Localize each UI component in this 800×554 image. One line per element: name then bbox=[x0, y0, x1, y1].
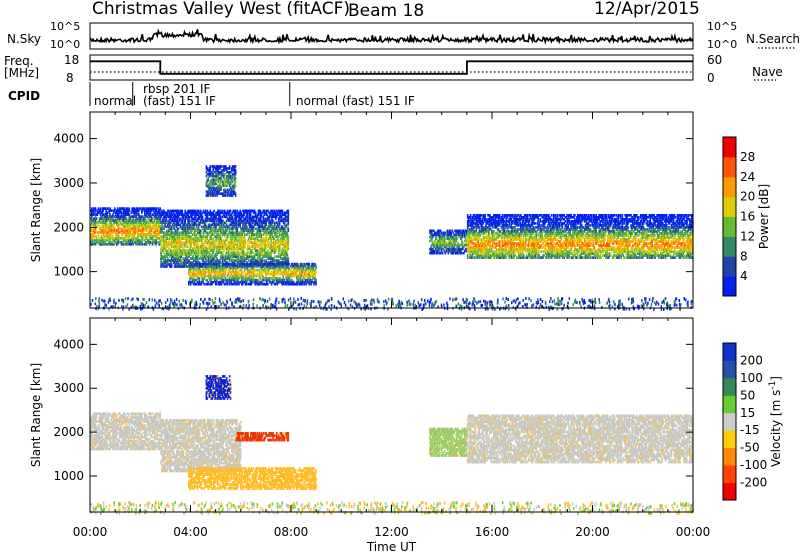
velocity-heatmap bbox=[90, 318, 694, 515]
velocity-colorbar-tick-label: -200 bbox=[740, 476, 767, 490]
power-colorbar-tick-label: 28 bbox=[740, 150, 755, 164]
velocity-colorbar-tick-label: 200 bbox=[740, 353, 763, 367]
power-colorbar-tick-label: 20 bbox=[740, 190, 755, 204]
velocity-colorbar-tick-label: -15 bbox=[740, 423, 760, 437]
power-colorbar-bin bbox=[723, 236, 736, 257]
velocity-colorbar-bin bbox=[723, 412, 736, 431]
nsky-panel-frame bbox=[89, 22, 694, 50]
nsky-label: N.Sky bbox=[7, 32, 42, 46]
freq-tick-top: 18 bbox=[64, 53, 80, 67]
power-colorbar-bin bbox=[723, 216, 736, 237]
power-echo-region bbox=[188, 262, 317, 286]
velocity-colorbar-bin bbox=[723, 465, 736, 483]
velocity-colorbar-label: Velocity [m s-1] bbox=[768, 376, 783, 467]
power-colorbar-bin bbox=[723, 156, 736, 178]
power-echo-region bbox=[160, 209, 290, 268]
freq-panel-frame bbox=[89, 54, 694, 81]
power-colorbar-tick-label: 8 bbox=[740, 249, 748, 263]
nave-tick-top: 60 bbox=[707, 53, 723, 67]
power-colorbar-bin bbox=[723, 276, 736, 297]
velocity-colorbar-bin bbox=[723, 482, 736, 501]
power-colorbar-bin bbox=[723, 196, 736, 217]
power-y-tick-label: 4000 bbox=[53, 132, 84, 146]
nsearch-tick-top: 10^5 bbox=[707, 20, 738, 33]
velocity-colorbar-bin bbox=[723, 360, 736, 379]
power-echo-region bbox=[429, 229, 468, 255]
power-colorbar-label: Power [dB] bbox=[757, 184, 771, 249]
velocity-colorbar-bin bbox=[723, 377, 736, 396]
velocity-colorbar-frame bbox=[722, 342, 737, 501]
velocity-colorbar-bin bbox=[723, 395, 736, 414]
velocity-colorbar-tick-label: -100 bbox=[740, 458, 767, 472]
power-echo-region bbox=[205, 165, 237, 197]
x-tick-label: 04:00 bbox=[173, 525, 208, 539]
velocity-echo-region bbox=[235, 432, 290, 442]
x-tick-label: 16:00 bbox=[475, 525, 510, 539]
velocity-y-tick-label: 3000 bbox=[53, 381, 84, 395]
x-tick-label: 12:00 bbox=[374, 525, 409, 539]
freq-series-line bbox=[90, 60, 693, 75]
power-colorbar-tick-label: 16 bbox=[740, 210, 755, 224]
figure-title: Christmas Valley West (fitACF) bbox=[92, 0, 351, 19]
nave-label: Nave bbox=[752, 65, 783, 79]
x-tick-label: 00:00 bbox=[676, 525, 711, 539]
x-tick-label: 20:00 bbox=[575, 525, 610, 539]
beam-label: Beam 18 bbox=[348, 1, 425, 21]
velocity-colorbar-bin bbox=[723, 343, 736, 361]
power-y-tick-label: 3000 bbox=[53, 176, 84, 190]
power-heatmap bbox=[90, 112, 694, 311]
velocity-colorbar-tick-label: 100 bbox=[740, 371, 763, 385]
velocity-echo-region bbox=[90, 412, 161, 451]
velocity-colorbar-tick-label: -50 bbox=[740, 441, 760, 455]
power-colorbar-bin bbox=[723, 137, 736, 158]
power-echo-region bbox=[90, 207, 161, 246]
freq-unit: [MHz] bbox=[4, 66, 40, 80]
nsky-series-line bbox=[89, 28, 694, 46]
cpid-segment-2: rbsp 201 IF bbox=[143, 82, 211, 96]
power-colorbar-frame bbox=[722, 136, 737, 297]
power-colorbar-tick-label: 4 bbox=[740, 269, 748, 283]
velocity-y-tick-label: 2000 bbox=[53, 425, 84, 439]
power-colorbar-bin bbox=[723, 176, 736, 198]
velocity-echo-region bbox=[188, 467, 317, 490]
cpid-segment-2-line2: (fast) 151 IF bbox=[143, 94, 216, 108]
velocity-y-tick-label: 1000 bbox=[53, 469, 84, 483]
nsky-tick-top: 10^5 bbox=[50, 20, 81, 33]
cpid-segment-1: normal bbox=[94, 94, 137, 108]
velocity-y-tick-label: 4000 bbox=[53, 337, 84, 351]
nsearch-tick-bottom: 10^0 bbox=[707, 38, 738, 51]
power-colorbar-bin bbox=[723, 256, 736, 277]
power-y-axis-label: Slant Range [km] bbox=[29, 158, 43, 262]
power-y-tick-label: 2000 bbox=[53, 220, 84, 234]
nsky-tick-bottom: 10^0 bbox=[50, 38, 81, 51]
x-tick-label: 00:00 bbox=[73, 525, 108, 539]
nsearch-label: N.Search bbox=[746, 32, 800, 46]
velocity-colorbar-bin bbox=[723, 447, 736, 466]
x-axis-label: Time UT bbox=[366, 540, 417, 554]
x-tick-label: 08:00 bbox=[274, 525, 309, 539]
date-label: 12/Apr/2015 bbox=[594, 0, 700, 19]
freq-tick-bottom: 8 bbox=[66, 71, 74, 85]
velocity-colorbar-tick-label: 15 bbox=[740, 406, 755, 420]
power-y-tick-label: 1000 bbox=[53, 265, 84, 279]
power-colorbar-tick-label: 12 bbox=[740, 229, 755, 243]
power-colorbar-tick-label: 24 bbox=[740, 170, 755, 184]
nave-tick-bottom: 0 bbox=[707, 71, 715, 85]
cpid-segment-3: normal (fast) 151 IF bbox=[296, 94, 415, 108]
velocity-echo-region bbox=[466, 414, 694, 464]
cpid-label: CPID bbox=[8, 89, 41, 103]
power-echo-region bbox=[466, 214, 694, 259]
freq-label: Freq. bbox=[4, 54, 34, 68]
velocity-echo-region bbox=[429, 427, 468, 457]
velocity-y-axis-label: Slant Range [km] bbox=[29, 363, 43, 467]
velocity-colorbar-tick-label: 50 bbox=[740, 388, 755, 402]
velocity-colorbar-bin bbox=[723, 430, 736, 449]
velocity-echo-region bbox=[205, 375, 232, 400]
